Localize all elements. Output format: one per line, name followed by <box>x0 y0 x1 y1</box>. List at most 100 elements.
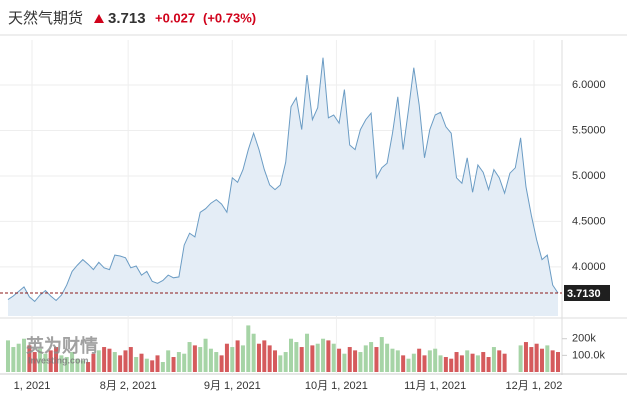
volume-bar <box>203 338 208 372</box>
volume-bar <box>545 345 550 372</box>
volume-bar <box>289 338 294 372</box>
volume-bar <box>433 348 438 372</box>
volume-bar <box>347 347 352 372</box>
volume-bar <box>411 353 416 372</box>
volume-bar <box>315 343 320 372</box>
volume-bar <box>422 355 427 372</box>
volume-bar <box>550 350 555 372</box>
x-tick-label: 9月 1, 2021 <box>204 380 261 392</box>
volume-bar <box>390 348 395 372</box>
volume-bar <box>38 348 43 372</box>
volume-bar <box>16 343 21 372</box>
volume-bar <box>70 352 75 372</box>
volume-bar <box>283 352 288 372</box>
volume-bar <box>374 347 379 372</box>
volume-bar <box>54 347 59 372</box>
up-arrow <box>94 14 104 23</box>
y-tick-label: 5.0000 <box>572 170 606 182</box>
volume-bar <box>224 343 229 372</box>
volume-bar <box>208 348 213 372</box>
volume-bar <box>134 357 139 372</box>
change-percent: (+0.73%) <box>203 10 256 25</box>
volume-bar <box>454 352 459 372</box>
volume-bar <box>449 358 454 372</box>
volume-bar <box>305 333 310 372</box>
volume-bar <box>465 350 470 372</box>
volume-bar <box>182 353 187 372</box>
volume-bar <box>491 347 496 372</box>
volume-bar <box>353 350 358 372</box>
volume-bar <box>475 355 480 372</box>
volume-bar <box>176 352 181 372</box>
volume-bar <box>246 325 251 372</box>
volume-bar <box>427 350 432 372</box>
volume-bar <box>59 355 64 372</box>
volume-bar <box>6 340 10 372</box>
volume-bar <box>438 355 443 372</box>
volume-bar <box>219 355 224 372</box>
volume-bar <box>251 333 256 372</box>
y-tick-label: 4.5000 <box>572 215 606 227</box>
volume-bar <box>171 357 176 372</box>
volume-bar <box>556 352 560 372</box>
volume-bar <box>230 347 235 372</box>
x-tick-label: 11月 1, 2021 <box>404 380 466 392</box>
volume-bar <box>192 345 197 372</box>
change: +0.027 <box>155 10 195 25</box>
volume-bar <box>235 340 240 372</box>
volume-bar <box>91 353 96 372</box>
volume-bar <box>139 353 144 372</box>
volume-bar <box>534 343 539 372</box>
volume-bar <box>518 345 523 372</box>
volume-bar <box>214 352 219 372</box>
volume-bar <box>310 345 315 372</box>
volume-bar <box>497 350 502 372</box>
instrument-name: 天然气期货 <box>8 10 83 27</box>
volume-bar <box>267 345 272 372</box>
volume-bar <box>155 355 160 372</box>
price-line <box>7 57 559 303</box>
x-tick-label: 8月 2, 2021 <box>100 380 157 392</box>
volume-bar <box>32 352 37 372</box>
x-tick-label: 10月 1, 2021 <box>305 380 368 392</box>
last-price-label: 3.7130 <box>567 288 601 300</box>
volume-tick-label: 200k <box>572 333 596 345</box>
volume-bar <box>406 358 411 372</box>
volume-bar <box>395 350 400 372</box>
volume-bar <box>481 352 486 372</box>
volume-bar <box>337 348 342 372</box>
volume-bar <box>369 342 374 372</box>
volume-bar <box>240 345 245 372</box>
volume-bar <box>166 350 171 372</box>
volume-bar <box>379 337 384 372</box>
volume-bar <box>342 353 347 372</box>
volume-bar <box>22 338 27 372</box>
volume-bar <box>294 342 299 372</box>
volume-bar <box>539 348 544 372</box>
volume-bar <box>43 353 48 372</box>
volume-bar <box>272 350 277 372</box>
volume-bar <box>27 345 32 372</box>
volume-bar <box>160 362 165 372</box>
volume-bar <box>486 357 491 372</box>
volume-bar <box>262 340 267 372</box>
volume-bar <box>470 353 475 372</box>
volume-bar <box>523 342 528 372</box>
volume-bar <box>86 362 91 372</box>
y-tick-label: 4.0000 <box>572 261 606 273</box>
volume-bar <box>417 348 422 372</box>
volume-bar <box>144 358 149 372</box>
volume-bar <box>128 347 133 372</box>
volume-bar <box>112 352 117 372</box>
volume-tick-label: 100.0k <box>572 349 606 361</box>
volume-bar <box>385 343 390 372</box>
volume-bar <box>123 350 128 372</box>
volume-bar <box>299 347 304 372</box>
volume-bar <box>443 357 448 372</box>
volume-bar <box>80 360 85 372</box>
y-tick-label: 5.5000 <box>572 124 606 136</box>
volume-bar <box>107 348 112 372</box>
volume-bar <box>64 357 69 372</box>
